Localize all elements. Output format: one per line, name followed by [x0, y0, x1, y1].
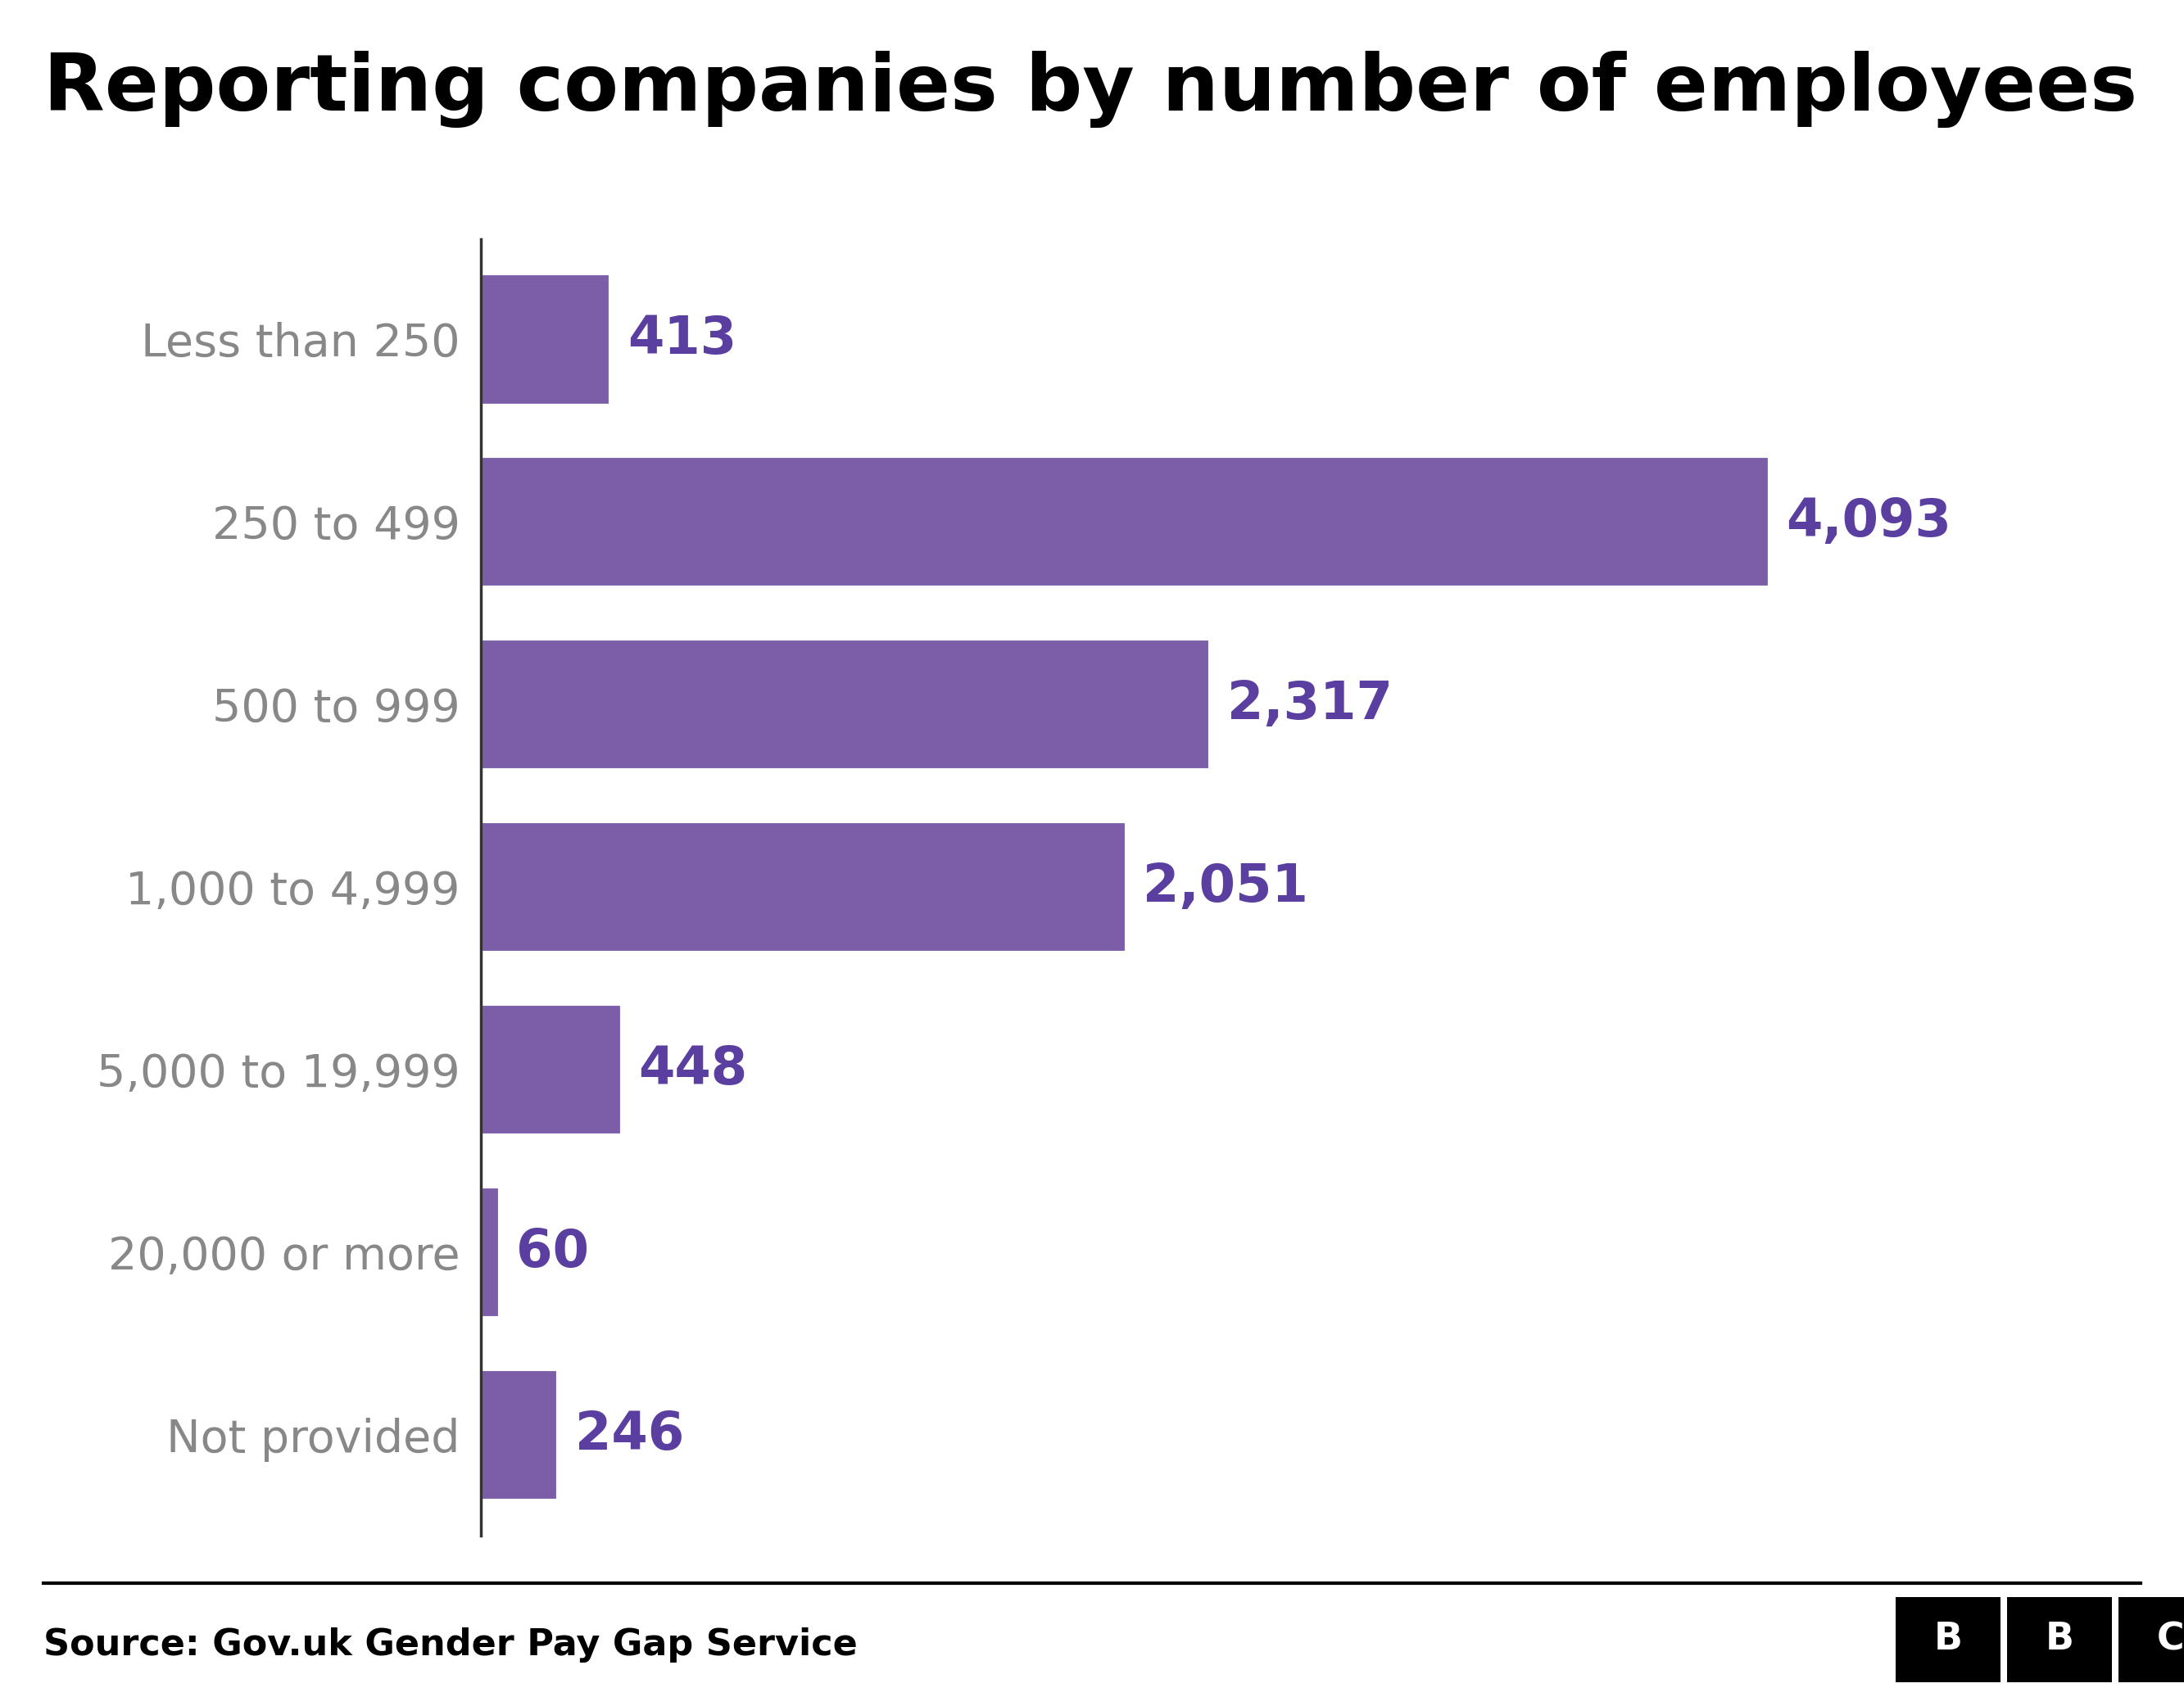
Text: B: B	[1933, 1621, 1963, 1658]
Text: 4,093: 4,093	[1787, 496, 1952, 548]
Text: 2,051: 2,051	[1142, 862, 1308, 913]
Bar	[480, 1370, 557, 1501]
Text: 2,317: 2,317	[1227, 679, 1393, 730]
Text: 60: 60	[515, 1227, 590, 1278]
Bar	[480, 821, 1127, 954]
Text: 413: 413	[627, 314, 736, 365]
Text: B: B	[2044, 1621, 2075, 1658]
Text: C: C	[2158, 1621, 2184, 1658]
Text: Source: Gov.uk Gender Pay Gap Service: Source: Gov.uk Gender Pay Gap Service	[44, 1628, 858, 1662]
Text: Reporting companies by number of employees: Reporting companies by number of employe…	[44, 51, 2138, 128]
Bar	[480, 638, 1210, 769]
Bar	[480, 273, 612, 404]
Text: 246: 246	[574, 1409, 684, 1460]
Bar	[480, 1005, 622, 1136]
Bar	[480, 456, 1769, 587]
Text: 448: 448	[638, 1044, 747, 1095]
Bar	[480, 1187, 500, 1319]
